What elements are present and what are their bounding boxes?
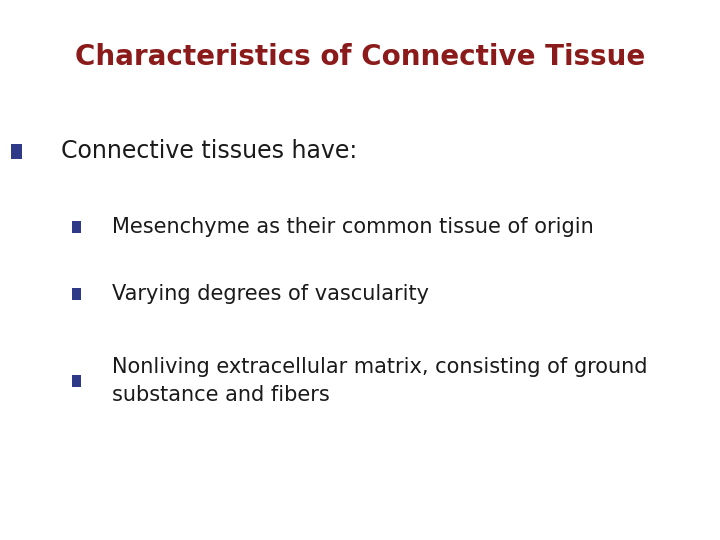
Text: Connective tissues have:: Connective tissues have:: [61, 139, 357, 163]
Text: Characteristics of Connective Tissue: Characteristics of Connective Tissue: [75, 43, 645, 71]
Text: Nonliving extracellular matrix, consisting of ground
substance and fibers: Nonliving extracellular matrix, consisti…: [112, 357, 647, 404]
FancyBboxPatch shape: [72, 221, 81, 233]
FancyBboxPatch shape: [11, 144, 22, 159]
Text: Varying degrees of vascularity: Varying degrees of vascularity: [112, 284, 428, 305]
Text: Mesenchyme as their common tissue of origin: Mesenchyme as their common tissue of ori…: [112, 217, 593, 237]
FancyBboxPatch shape: [72, 375, 81, 387]
FancyBboxPatch shape: [72, 288, 81, 300]
